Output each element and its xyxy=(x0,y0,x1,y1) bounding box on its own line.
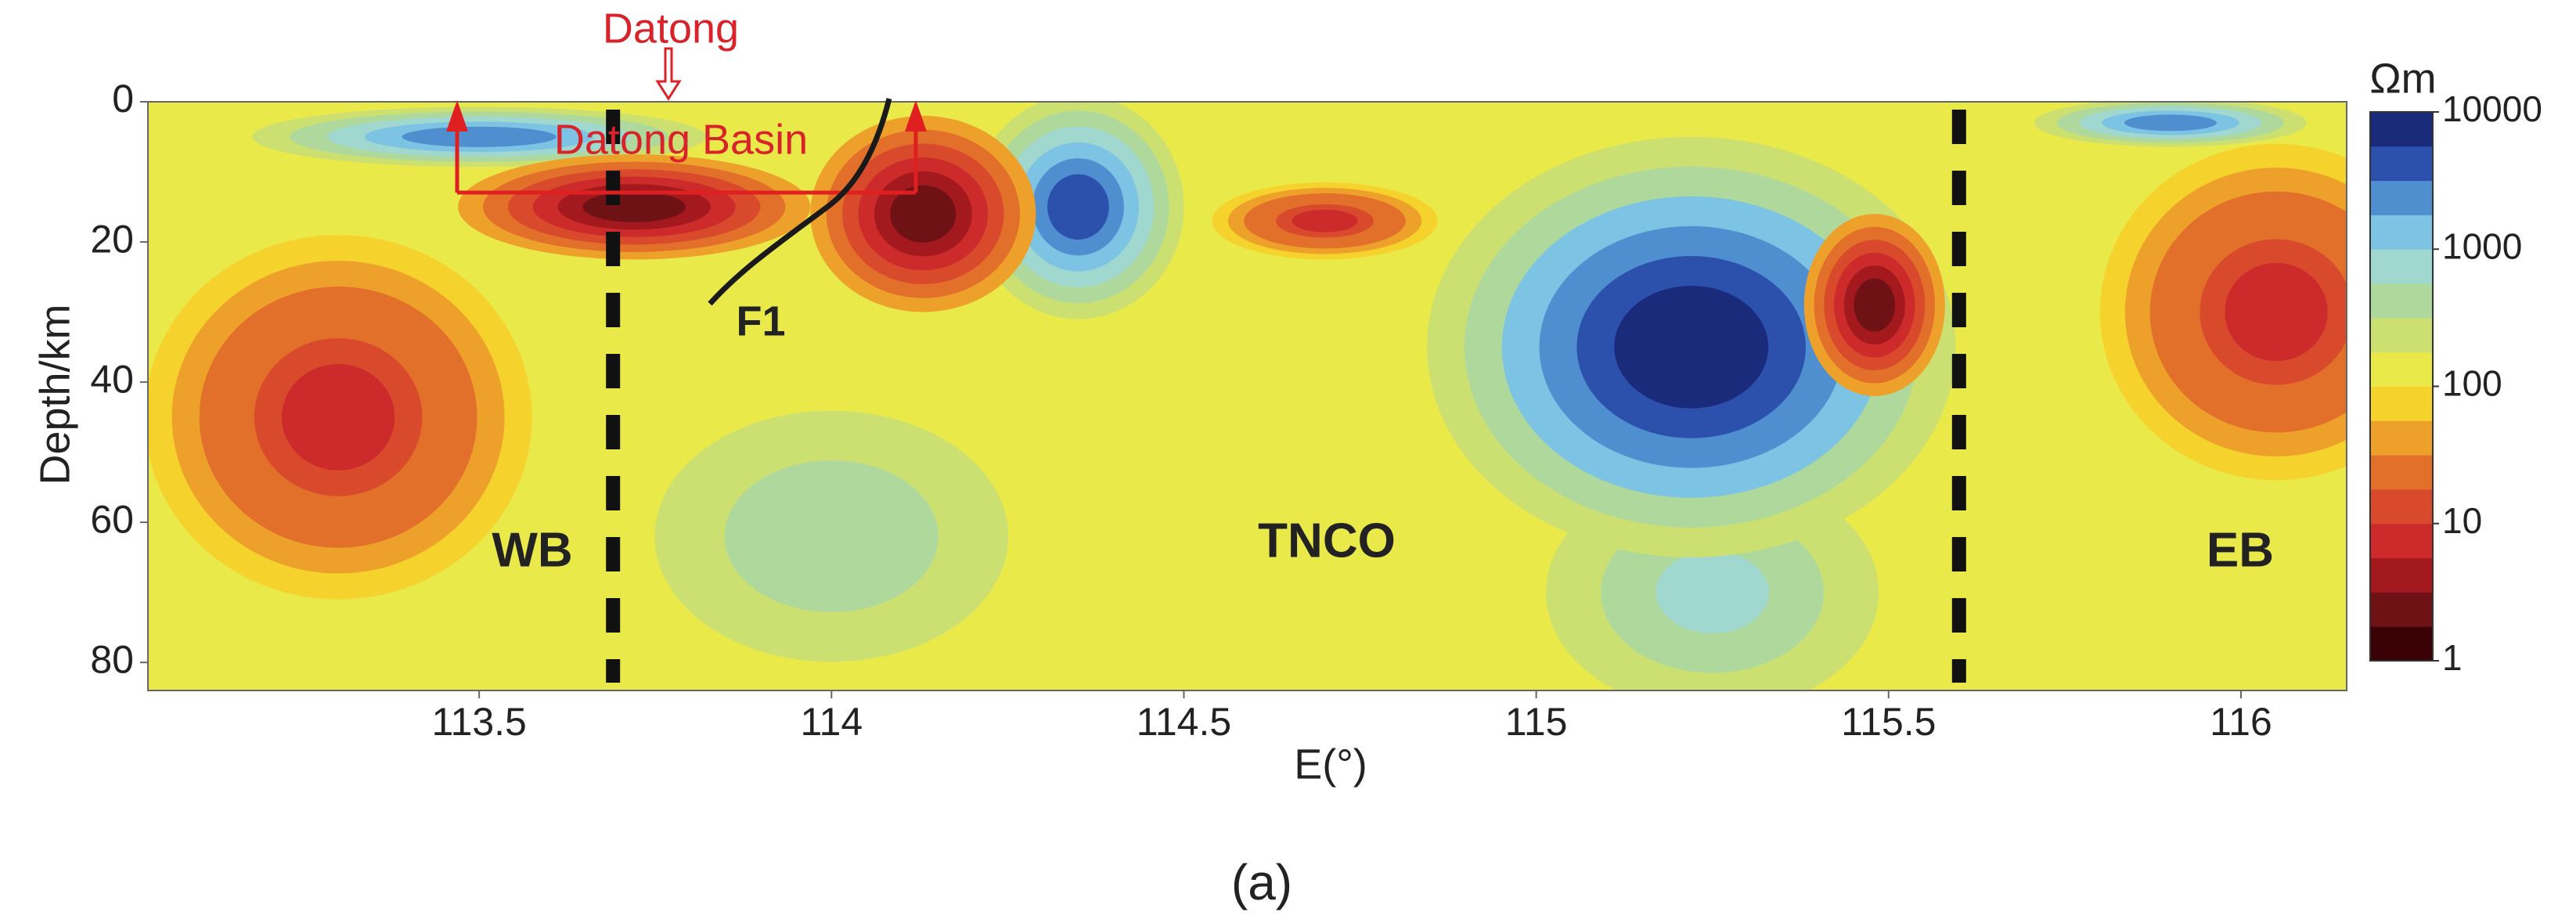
y-tick-label: 40 xyxy=(90,357,134,401)
colorbar-swatch xyxy=(2370,489,2433,525)
colorbar-swatch xyxy=(2370,112,2433,147)
y-tick-label: 0 xyxy=(112,77,134,121)
anomaly-contour xyxy=(1047,174,1109,240)
colorbar-tick-label: 1000 xyxy=(2442,225,2522,266)
region-label: WB xyxy=(492,523,572,577)
anomaly-contour xyxy=(1292,209,1358,233)
colorbar-swatch xyxy=(2370,420,2433,456)
anomaly-contour xyxy=(402,126,557,147)
colorbar-swatch xyxy=(2370,455,2433,490)
basin-label: Datong Basin xyxy=(554,116,808,163)
anomaly-contour xyxy=(281,363,395,471)
colorbar-swatch xyxy=(2370,557,2433,593)
anomaly-contour xyxy=(1854,278,1896,332)
overlay xyxy=(606,110,1966,683)
x-tick-label: 114 xyxy=(800,700,863,744)
plot-frame xyxy=(147,101,2347,691)
colorbar-swatch xyxy=(2370,592,2433,627)
fault-label: F1 xyxy=(736,297,785,344)
anomaly-contour xyxy=(759,485,904,588)
colorbar-swatch xyxy=(2370,180,2433,215)
colorbar-swatch xyxy=(2370,317,2433,353)
anomaly-contour xyxy=(1614,286,1769,409)
city-arrow xyxy=(655,47,682,101)
fault-line xyxy=(708,98,892,306)
city-label: Datong xyxy=(603,5,739,52)
x-tick-label: 115.5 xyxy=(1841,700,1936,744)
x-tick-label: 116 xyxy=(2210,700,2272,744)
region-label: EB xyxy=(2207,523,2274,577)
colorbar-swatch xyxy=(2370,626,2433,662)
colorbar-tick-label: 10000 xyxy=(2442,88,2542,129)
y-tick-label: 60 xyxy=(90,497,134,541)
basin-bracket xyxy=(455,125,918,195)
y-axis-label: Depth/km xyxy=(31,304,78,485)
x-tick-label: 113.5 xyxy=(431,700,526,744)
colorbar-tick-label: 100 xyxy=(2442,363,2502,404)
caption: (a) xyxy=(1231,854,1292,910)
x-axis-label: E(°) xyxy=(1294,741,1367,788)
colorbar-swatch xyxy=(2370,386,2433,421)
anomaly-contour xyxy=(2225,262,2328,362)
anomaly-contour xyxy=(890,185,957,243)
colorbar-tick-label: 10 xyxy=(2442,500,2482,541)
y-tick-label: 80 xyxy=(90,637,134,681)
x-tick-label: 114.5 xyxy=(1137,700,1231,744)
anomaly-contour xyxy=(2124,114,2218,132)
colorbar-swatch xyxy=(2370,249,2433,284)
colorbar-label: Ωm xyxy=(2369,55,2436,102)
anomaly-contour xyxy=(1655,551,1769,633)
colorbar-swatch xyxy=(2370,523,2433,559)
anomaly-contour xyxy=(582,191,686,222)
colorbar-swatch xyxy=(2370,215,2433,250)
colorbar-swatch xyxy=(2370,352,2433,387)
region-label: TNCO xyxy=(1258,514,1396,568)
resistivity-field xyxy=(148,102,2347,690)
colorbar-swatch xyxy=(2370,146,2433,182)
y-tick-label: 20 xyxy=(90,217,134,261)
colorbar-swatch xyxy=(2370,283,2433,319)
colorbar-tick-label: 1 xyxy=(2442,637,2463,678)
x-tick-label: 115 xyxy=(1505,700,1568,744)
